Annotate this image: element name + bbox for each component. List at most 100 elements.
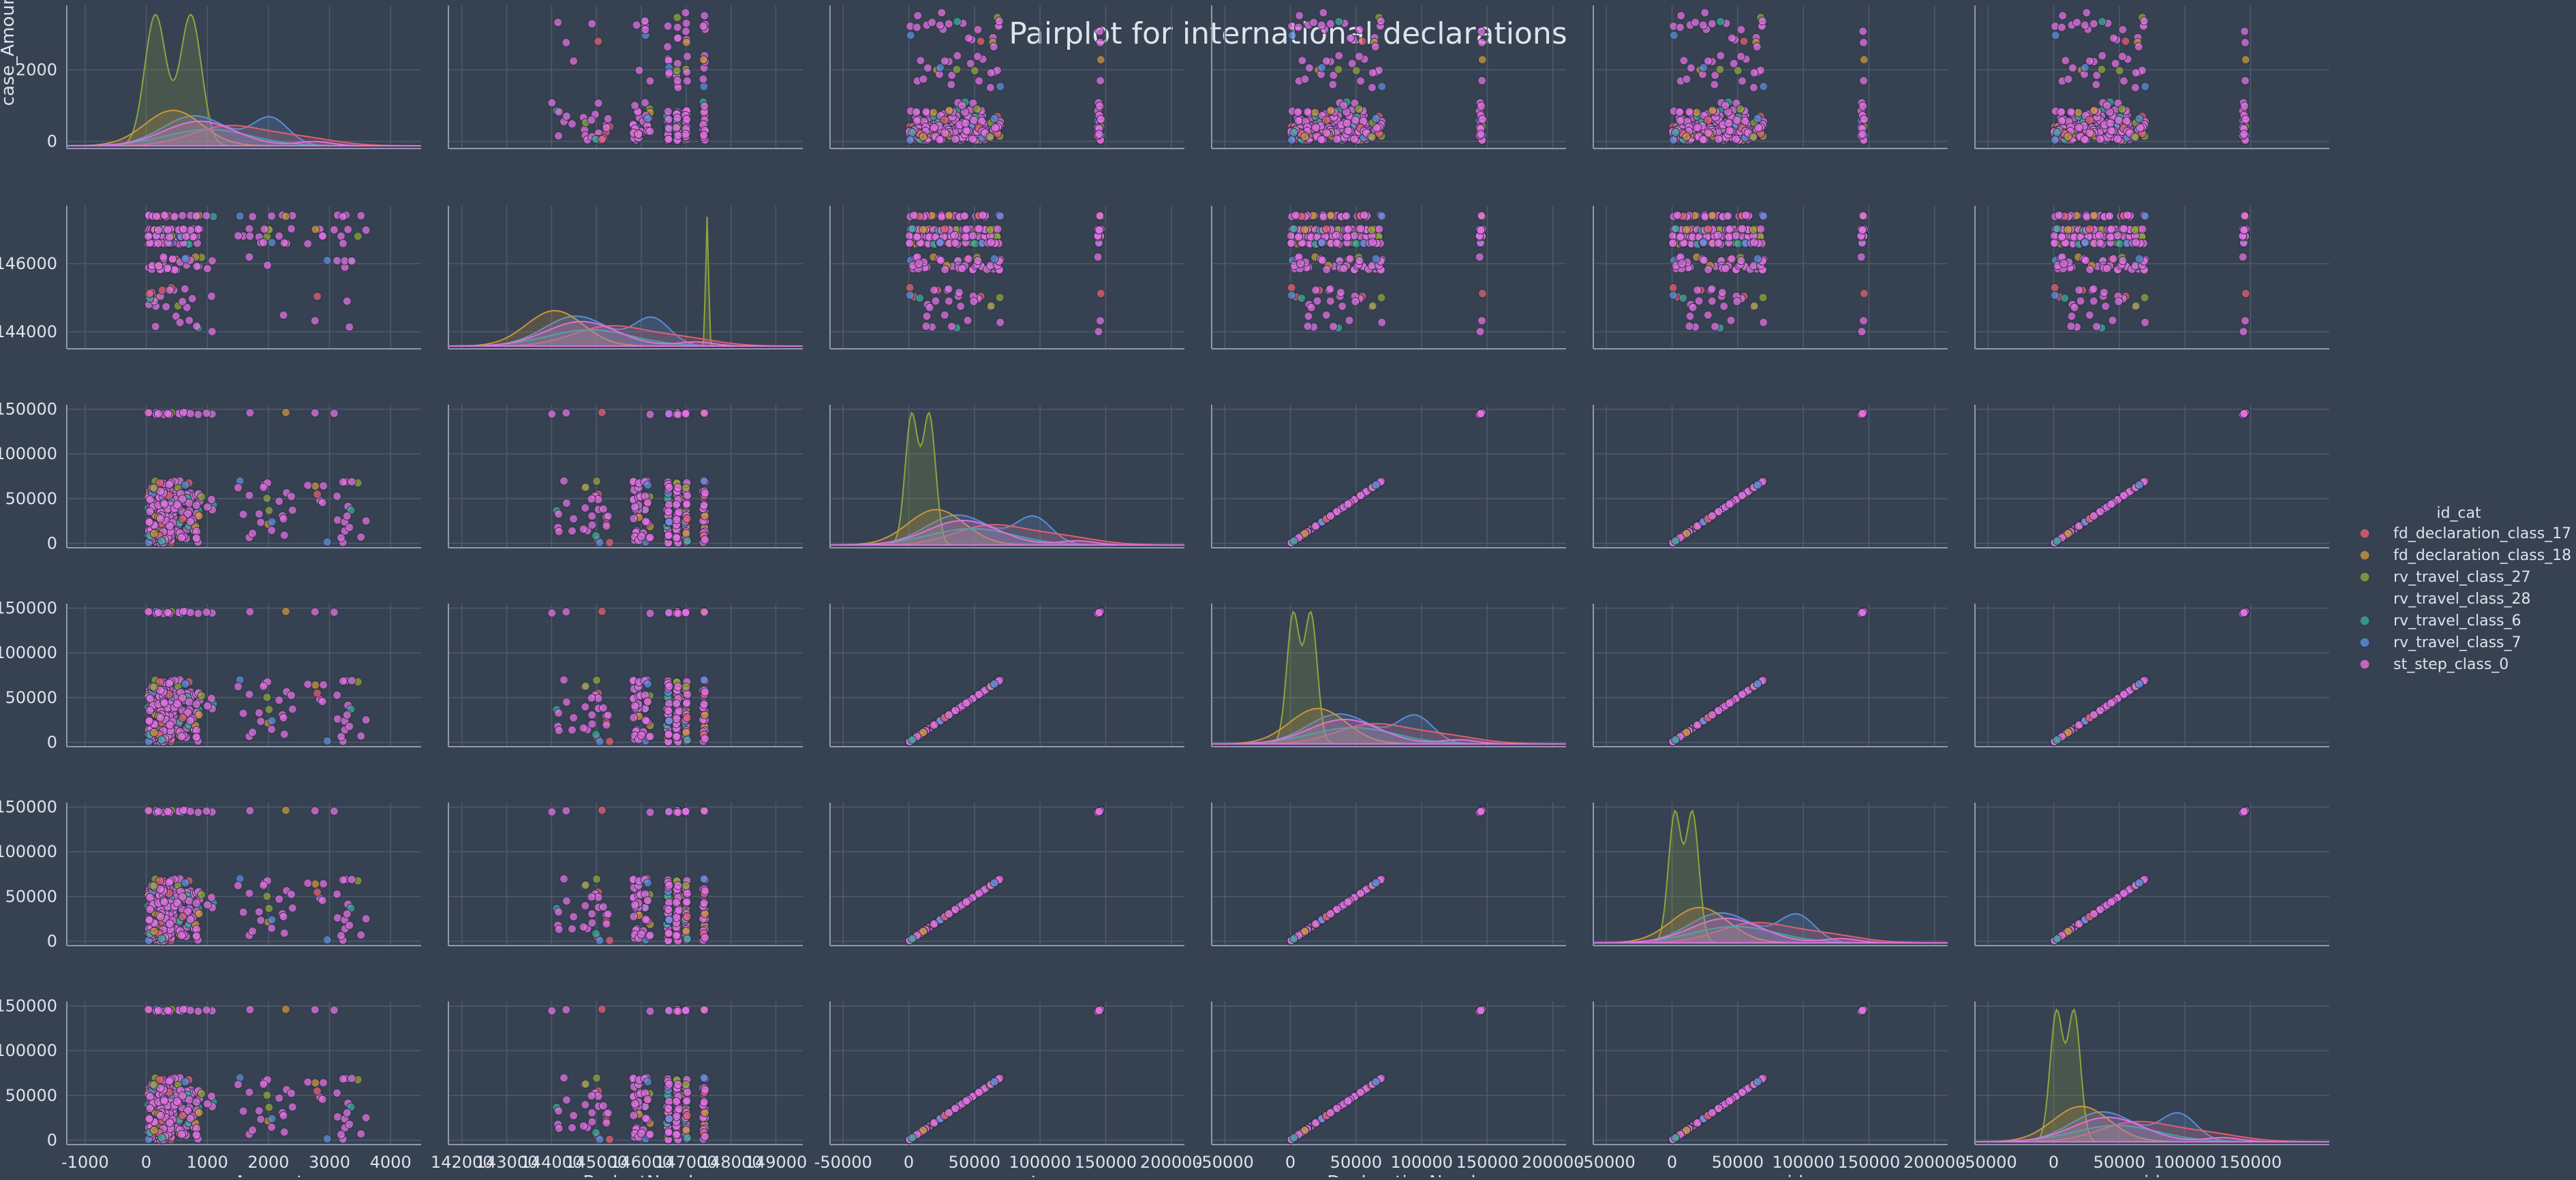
scatter-point (1345, 316, 1353, 324)
scatter-point (683, 500, 691, 508)
scatter-point (987, 69, 995, 77)
panel-grid: 0200014400014600005000010000015000005000… (0, 0, 2329, 1177)
scatter-point (1097, 290, 1105, 298)
scatter-point (280, 730, 288, 739)
scatter-point (157, 736, 166, 744)
scatter-point (1368, 238, 1377, 247)
scatter-point (2059, 260, 2068, 268)
scatter-point (1327, 211, 1335, 219)
scatter-point (1753, 43, 1761, 51)
scatter-point (1727, 316, 1735, 324)
scatter-point (916, 294, 924, 302)
scatter-point (2109, 34, 2117, 42)
scatter-point (919, 226, 927, 234)
scatter-point (337, 533, 345, 542)
scatter-point (996, 82, 1005, 91)
scatter-point (675, 508, 683, 516)
scatter-point (195, 512, 203, 520)
scatter-point (154, 608, 162, 617)
panel-case_concept_name-vs-case_concept_name (830, 405, 1184, 548)
y-tick-label: 50000 (5, 688, 57, 707)
scatter-point (2241, 317, 2250, 325)
scatter-point (634, 130, 643, 138)
y-tick-label: 146000 (0, 254, 57, 273)
scatter-point (1287, 239, 1295, 247)
scatter-point (161, 211, 169, 219)
scatter-point (179, 607, 187, 615)
scatter-point (1475, 253, 1484, 261)
scatter-point (1708, 297, 1716, 305)
scatter-point (202, 212, 211, 220)
scatter-point (2103, 264, 2111, 273)
scatter-point (194, 225, 202, 233)
scatter-point (570, 57, 578, 65)
scatter-point (207, 495, 215, 503)
scatter-point (2109, 255, 2117, 263)
scatter-point (643, 499, 651, 507)
scatter-point (1298, 294, 1306, 302)
scatter-point (1319, 213, 1328, 221)
scatter-point (1724, 212, 1732, 220)
scatter-point (154, 409, 162, 418)
scatter-point (179, 298, 187, 306)
scatter-point (579, 724, 587, 732)
scatter-point (641, 17, 649, 25)
scatter-point (2068, 64, 2076, 72)
scatter-point (1760, 318, 1768, 326)
scatter-point (592, 531, 600, 540)
scatter-point (2141, 212, 2149, 220)
scatter-point (2081, 238, 2089, 247)
scatter-point (2140, 17, 2148, 25)
scatter-point (1708, 285, 1716, 293)
y-tick-label: 150000 (0, 599, 57, 618)
scatter-point (2058, 233, 2066, 241)
scatter-point (268, 212, 276, 220)
scatter-point (979, 211, 987, 219)
scatter-point (1753, 255, 1762, 263)
scatter-point (203, 503, 211, 511)
scatter-point (587, 116, 596, 124)
scatter-point (1097, 56, 1105, 64)
scatter-point (194, 609, 202, 617)
scatter-point (311, 409, 319, 417)
scatter-point (1704, 311, 1712, 320)
scatter-point (665, 125, 673, 133)
scatter-point (288, 493, 296, 501)
scatter-point (2241, 102, 2249, 110)
scatter-point (2240, 409, 2248, 418)
scatter-point (940, 311, 949, 320)
scatter-point (1368, 302, 1377, 310)
scatter-point (2134, 43, 2143, 51)
scatter-point (275, 497, 283, 506)
scatter-point (343, 297, 351, 305)
scatter-point (1330, 322, 1338, 330)
scatter-point (2083, 213, 2091, 221)
scatter-point (2089, 20, 2098, 28)
scatter-point (1669, 283, 1677, 292)
scatter-point (1750, 302, 1758, 310)
scatter-point (1326, 20, 1334, 28)
scatter-point (203, 264, 211, 273)
scatter-point (593, 477, 601, 485)
scatter-point (683, 515, 691, 523)
scatter-point (1287, 136, 1295, 144)
scatter-point (333, 516, 341, 524)
scatter-point (644, 481, 652, 489)
scatter-point (701, 512, 709, 520)
scatter-point (1372, 114, 1380, 123)
scatter-point (162, 302, 170, 311)
scatter-point (1754, 124, 1762, 132)
scatter-point (1378, 212, 1386, 220)
panel-case_Amount-vs-id (1975, 5, 2329, 149)
scatter-point (2131, 226, 2139, 234)
scatter-point (166, 522, 174, 530)
scatter-point (339, 478, 347, 486)
scatter-point (1319, 9, 1328, 17)
scatter-point (160, 500, 168, 508)
scatter-point (2102, 302, 2110, 311)
scatter-point (936, 63, 945, 72)
scatter-point (1715, 239, 1723, 247)
scatter-point (1340, 264, 1348, 273)
